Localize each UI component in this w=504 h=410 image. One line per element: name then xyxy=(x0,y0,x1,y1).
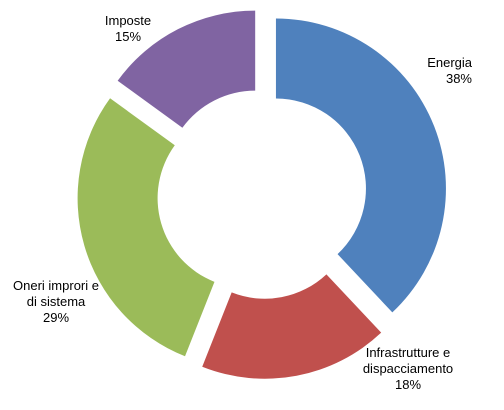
slice-label-1-line-2: 18% xyxy=(395,377,421,392)
slice-label-0: Energia 38% xyxy=(427,55,473,86)
slice-label-3-line-0: Imposte xyxy=(105,13,151,28)
slice-1 xyxy=(202,274,382,379)
labels-group: Energia 38% Infrastrutture e dispacciamento… xyxy=(13,13,473,392)
slice-label-2-line-1: di sistema xyxy=(27,294,86,309)
slice-label-2-line-2: 29% xyxy=(43,310,69,325)
slice-label-2: Oneri improri e di sistema 29% xyxy=(13,278,99,325)
slice-label-1: Infrastrutture e dispacciamento 18% xyxy=(363,345,453,392)
slice-label-3-line-1: 15% xyxy=(115,29,141,44)
slice-0 xyxy=(275,18,446,313)
slice-label-2-line-0: Oneri improri e xyxy=(13,278,99,293)
slice-label-1-line-1: dispacciamento xyxy=(363,361,453,376)
slice-label-3: Imposte 15% xyxy=(105,13,151,44)
slices-group xyxy=(77,10,446,379)
slice-label-1-line-0: Infrastrutture e xyxy=(366,345,451,360)
slice-3 xyxy=(117,10,256,128)
slice-2 xyxy=(77,98,215,357)
slice-label-0-line-0: Energia xyxy=(427,55,473,70)
slice-label-0-line-1: 38% xyxy=(446,71,472,86)
